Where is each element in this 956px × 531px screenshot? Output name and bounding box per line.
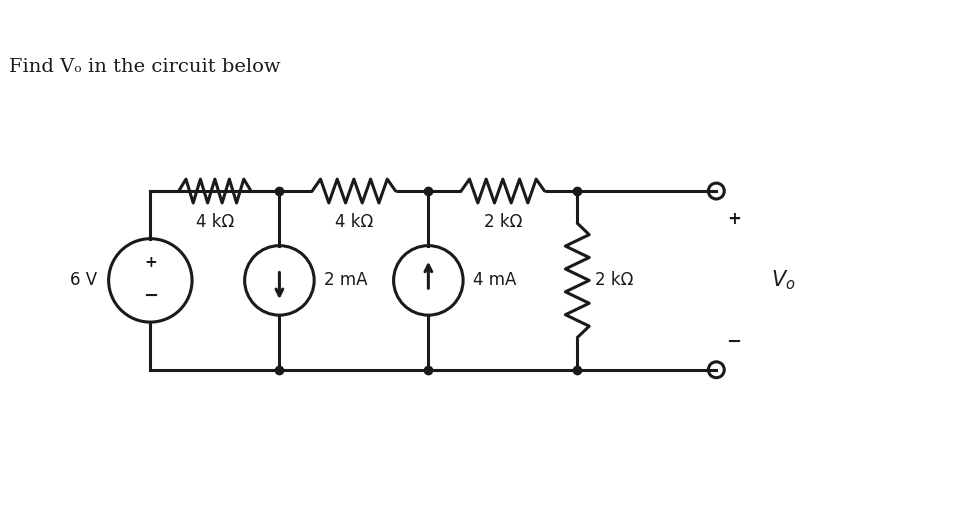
Text: $V_o$: $V_o$: [771, 269, 795, 292]
Text: +: +: [144, 255, 157, 270]
Text: 4 mA: 4 mA: [473, 271, 516, 289]
Text: 2 kΩ: 2 kΩ: [484, 213, 522, 231]
Text: 2 mA: 2 mA: [324, 271, 368, 289]
Text: 6 V: 6 V: [70, 271, 97, 289]
Text: Find Vₒ in the circuit below: Find Vₒ in the circuit below: [10, 58, 281, 76]
Text: 2 kΩ: 2 kΩ: [596, 271, 634, 289]
Text: 4 kΩ: 4 kΩ: [335, 213, 373, 231]
Text: −: −: [727, 333, 742, 351]
Text: −: −: [142, 287, 158, 305]
Text: +: +: [728, 210, 741, 228]
Text: 4 kΩ: 4 kΩ: [196, 213, 234, 231]
